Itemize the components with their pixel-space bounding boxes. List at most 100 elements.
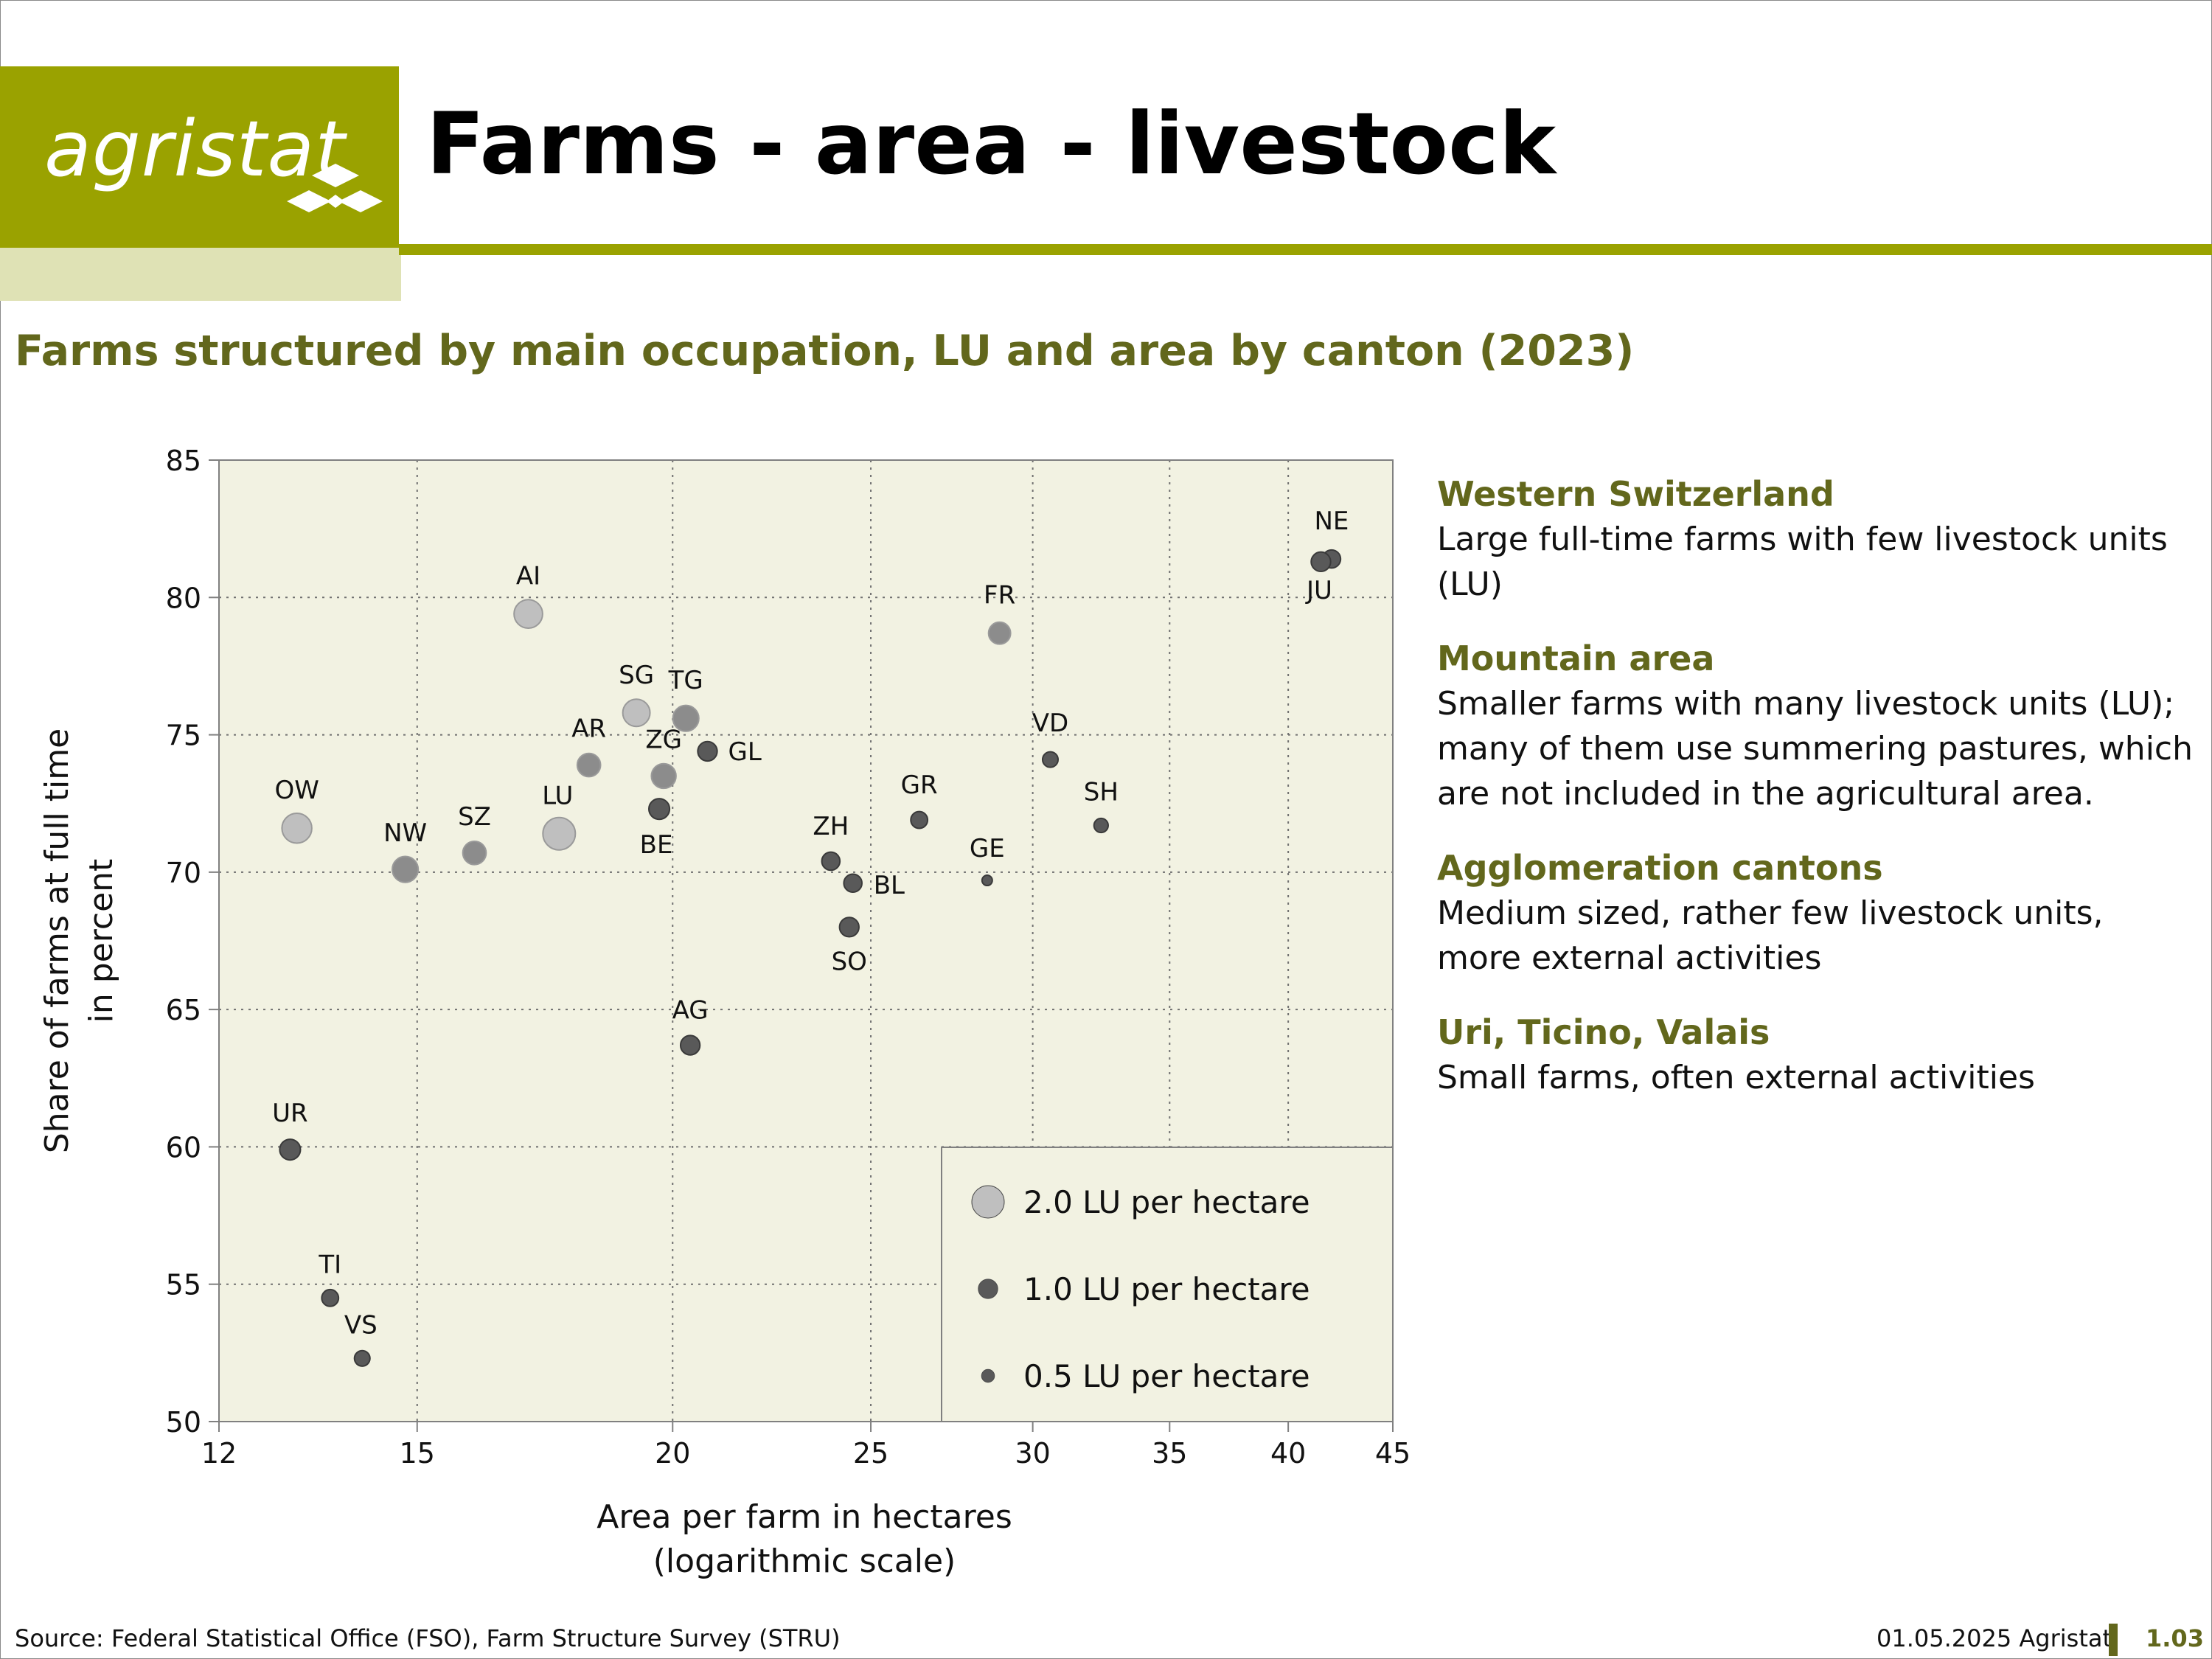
point-label: SZ [458, 802, 491, 832]
chart-subtitle: Farms structured by main occupation, LU … [15, 327, 1635, 375]
note-text: Medium sized, rather few livestock units… [1437, 894, 2104, 977]
note-mountain: Mountain area Smaller farms with many li… [1437, 636, 2197, 816]
point-label: GL [728, 737, 762, 767]
x-tick-label: 20 [655, 1437, 690, 1470]
header-rule [399, 244, 2212, 255]
data-point-vs [353, 1349, 371, 1367]
note-text: Smaller farms with many livestock units … [1437, 685, 2193, 813]
data-point-ju [1310, 551, 1332, 573]
point-label: NW [383, 818, 427, 848]
y-tick-label: 75 [166, 720, 201, 752]
data-point-vd [1041, 751, 1060, 768]
point-label: FR [984, 581, 1015, 611]
legend-label: 0.5 LU per hectare [1023, 1358, 1310, 1394]
data-point-lu [542, 816, 577, 851]
data-point-ag [679, 1034, 701, 1056]
logo-underlay [0, 248, 401, 301]
data-point-ti [321, 1288, 340, 1307]
page-title: Farms - area - livestock [426, 94, 1557, 194]
notes-panel: Western Switzerland Large full-time farm… [1437, 472, 2197, 1130]
data-point-so [838, 917, 860, 938]
note-text: Large full-time farms with few livestock… [1437, 521, 2168, 603]
data-point-be [648, 798, 671, 821]
data-point-fr [987, 621, 1012, 645]
y-axis-title: Share of farms at full time [38, 728, 76, 1153]
point-label: JU [1305, 576, 1332, 605]
data-point-gl [697, 740, 718, 762]
data-point-zg [650, 762, 677, 790]
y-tick-label: 85 [166, 445, 201, 477]
point-label: UR [272, 1099, 308, 1128]
y-tick-label: 55 [166, 1269, 201, 1301]
x-tick-label: 45 [1375, 1437, 1411, 1470]
point-label: LU [542, 782, 573, 811]
point-label: ZH [813, 812, 849, 841]
note-western: Western Switzerland Large full-time farm… [1437, 472, 2197, 607]
point-label: AI [516, 562, 540, 591]
point-label: SG [619, 661, 654, 690]
legend-marker [978, 1279, 998, 1299]
legend-label: 1.0 LU per hectare [1023, 1271, 1310, 1307]
data-point-bl [843, 873, 863, 894]
point-label: SH [1084, 778, 1119, 807]
x-tick-label: 25 [853, 1437, 888, 1470]
point-label: ZG [645, 725, 682, 754]
x-tick-label: 30 [1015, 1437, 1050, 1470]
data-point-ai [513, 599, 543, 629]
y-tick-label: 80 [166, 582, 201, 614]
point-label: NE [1314, 507, 1349, 536]
data-point-ge [981, 874, 993, 887]
note-heading: Mountain area [1437, 639, 1715, 678]
point-label: VS [344, 1310, 378, 1340]
data-point-zh [821, 851, 841, 872]
note-heading: Agglomeration cantons [1437, 848, 1883, 888]
point-label: OW [274, 776, 319, 805]
note-text: Small farms, often external activities [1437, 1059, 2035, 1096]
page-number: 1.03 [2146, 1624, 2204, 1652]
footer-date: 01.05.2025 Agristat [1877, 1624, 2112, 1652]
note-heading: Uri, Ticino, Valais [1437, 1012, 1770, 1052]
point-label: GR [901, 771, 938, 800]
legend-box [941, 1147, 1394, 1422]
y-tick-label: 70 [166, 857, 201, 889]
footer-bar [2109, 1624, 2118, 1656]
point-label: BL [874, 871, 905, 900]
data-point-ow [281, 813, 313, 844]
note-agglomeration: Agglomeration cantons Medium sized, rath… [1437, 846, 2197, 981]
point-label: TG [668, 666, 703, 695]
legend-marker [981, 1368, 995, 1383]
point-label: AR [571, 714, 606, 744]
legend-label: 2.0 LU per hectare [1023, 1184, 1310, 1220]
x-tick-label: 40 [1270, 1437, 1306, 1470]
x-tick-label: 35 [1152, 1437, 1187, 1470]
scatter-chart: 50 55 60 65 70 75 80 85 12 15 20 25 30 35 40 45 Area per… [0, 413, 1423, 1596]
data-point-nw [392, 855, 420, 883]
point-label: VD [1032, 709, 1068, 738]
data-point-sg [622, 698, 651, 728]
logo-diamonds-icon [287, 164, 383, 212]
note-heading: Western Switzerland [1437, 474, 1834, 514]
x-tick-label: 15 [400, 1437, 435, 1470]
point-label: TI [318, 1250, 341, 1279]
data-point-gr [910, 810, 929, 830]
y-tick-label: 65 [166, 994, 201, 1026]
data-point-ar [576, 752, 602, 778]
data-point-ur [279, 1138, 302, 1161]
point-label: BE [640, 830, 673, 860]
point-label: GE [970, 834, 1005, 863]
point-label: SO [832, 947, 867, 976]
x-axis-title: (logarithmic scale) [653, 1543, 956, 1580]
data-point-tg [672, 704, 700, 732]
y-axis-title: in percent [83, 859, 120, 1023]
y-tick-label: 60 [166, 1131, 201, 1164]
x-tick-label: 12 [201, 1437, 237, 1470]
data-point-sz [462, 840, 487, 866]
legend-marker [971, 1185, 1005, 1219]
data-point-sh [1093, 817, 1109, 834]
logo-wordmark: agristat [44, 104, 346, 194]
logo-block [0, 66, 399, 248]
x-axis-title: Area per farm in hectares [597, 1498, 1012, 1536]
y-tick-label: 50 [166, 1406, 201, 1439]
source-note: Source: Federal Statistical Office (FSO)… [15, 1624, 841, 1652]
chart-canvas: 50 55 60 65 70 75 80 85 12 15 20 25 30 35 40 45 Area per… [38, 445, 1411, 1580]
